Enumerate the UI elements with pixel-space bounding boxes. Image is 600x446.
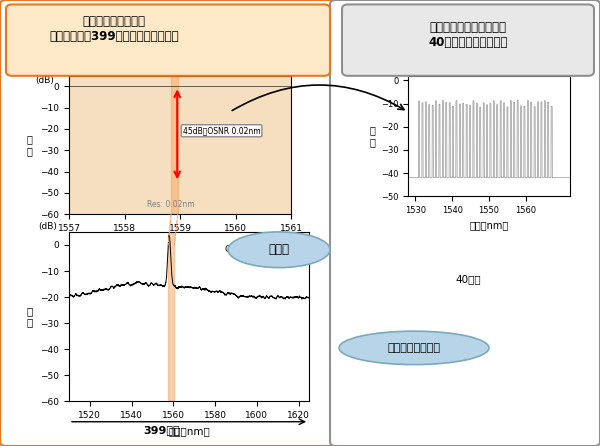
Text: 高精度: 高精度 (269, 243, 290, 256)
Text: 40波長: 40波長 (455, 274, 481, 284)
Bar (171, 76, 178, 214)
X-axis label: 波長（nm）: 波長（nm） (168, 425, 210, 436)
Title: 拡大図: 拡大図 (170, 64, 190, 74)
Text: 399波長: 399波長 (143, 425, 181, 435)
Text: (dB): (dB) (368, 63, 386, 72)
Text: 45dB　OSNR 0.02nm: 45dB OSNR 0.02nm (183, 126, 260, 135)
Text: 高精度光コム光源が
一括生成した399波長の光スペクトル: 高精度光コム光源が 一括生成した399波長の光スペクトル (49, 15, 179, 43)
Text: Res: 0.02nm: Res: 0.02nm (146, 200, 194, 209)
Text: (dB): (dB) (36, 76, 55, 85)
Y-axis label: 強
度: 強 度 (26, 306, 32, 327)
Bar (168, 232, 175, 401)
X-axis label: 波長（nm）: 波長（nm） (469, 220, 509, 231)
Y-axis label: 強
度: 強 度 (370, 125, 375, 147)
Text: (dB): (dB) (38, 222, 56, 231)
X-axis label: 波長（nm）: 波長（nm） (160, 238, 200, 248)
Text: 高周波数利用効率: 高周波数利用効率 (388, 343, 440, 353)
Y-axis label: 強
度: 強 度 (26, 134, 32, 156)
Text: 既存のレーザで生成した
40波長の光スペクトル: 既存のレーザで生成した 40波長の光スペクトル (428, 21, 508, 49)
Text: OSA Res: 0.1nm: OSA Res: 0.1nm (225, 245, 293, 254)
